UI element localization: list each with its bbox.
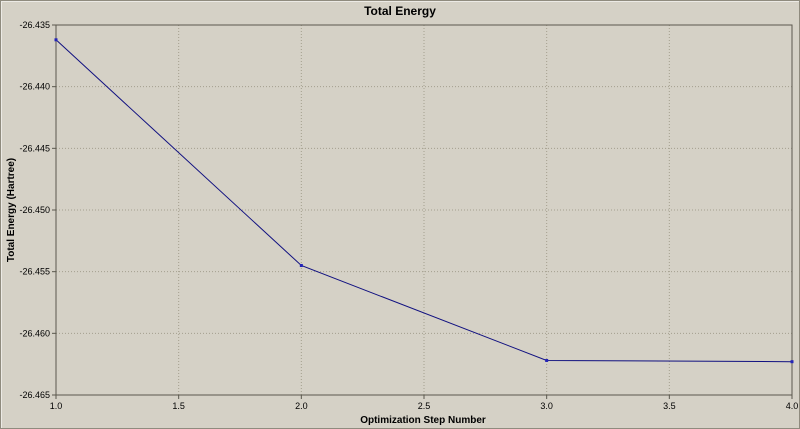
y-tick-label: -26.455 (19, 267, 50, 277)
x-tick-label: 1.5 (172, 401, 185, 411)
data-point-marker (54, 38, 58, 42)
y-tick-label: -26.445 (19, 143, 50, 153)
x-tick-label: 2.5 (418, 401, 431, 411)
x-tick-label: 3.0 (540, 401, 553, 411)
data-point-marker (545, 358, 549, 362)
data-point-marker (299, 264, 303, 267)
data-point-marker (790, 360, 794, 364)
y-tick-label: -26.460 (19, 328, 50, 338)
y-tick-label: -26.440 (19, 82, 50, 92)
y-tick-label: -26.435 (19, 20, 50, 30)
x-tick-label: 3.5 (663, 401, 676, 411)
chart-title: Total Energy (364, 4, 436, 18)
y-tick-label: -26.465 (19, 390, 50, 400)
x-tick-label: 1.0 (50, 401, 63, 411)
x-tick-label: 2.0 (295, 401, 308, 411)
x-axis-label: Optimization Step Number (360, 415, 486, 426)
y-tick-label: -26.450 (19, 205, 50, 215)
total-energy-series-line (55, 39, 793, 363)
x-tick-label: 4.0 (786, 401, 799, 411)
plot-border (55, 24, 793, 396)
